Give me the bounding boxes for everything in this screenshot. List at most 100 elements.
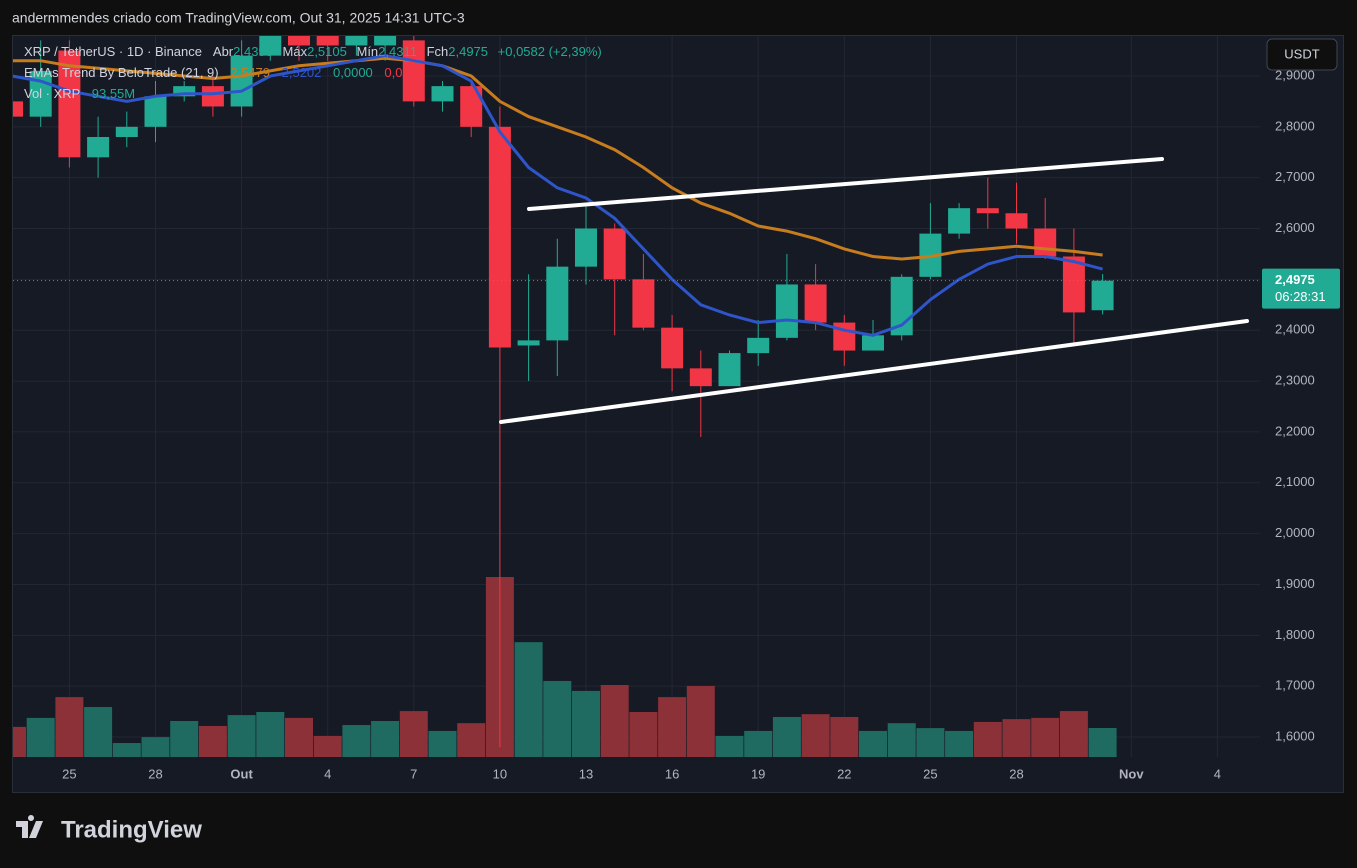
legend-indicator-value: 0,0000	[333, 65, 373, 80]
last-price-label: 2,4975	[1275, 272, 1315, 287]
volume-bar	[945, 730, 974, 757]
x-tick-label: Out	[230, 766, 253, 781]
candle-body	[575, 228, 597, 267]
y-tick-label: 1,6000	[1275, 728, 1315, 743]
volume-bar	[428, 730, 457, 757]
candle-body	[1034, 228, 1057, 257]
currency-button-box[interactable]	[1266, 38, 1338, 71]
candle-body	[661, 327, 684, 369]
candle-body	[517, 340, 540, 346]
volume-bar	[772, 716, 801, 757]
x-tick-label: 28	[148, 766, 162, 781]
y-tick-label: 1,8000	[1275, 627, 1315, 642]
volume-bar	[514, 642, 543, 757]
volume-bar	[371, 721, 400, 757]
volume-bar	[543, 680, 572, 757]
volume-bar	[744, 730, 773, 757]
volume-bar	[686, 685, 715, 757]
y-tick-label: 2,3000	[1275, 373, 1315, 388]
volume-bar	[801, 714, 830, 757]
x-tick-label: 19	[751, 766, 765, 781]
legend-change: +0,0582 (+2,39%)	[498, 44, 602, 59]
volume-bar	[112, 743, 141, 757]
candle-body	[488, 126, 511, 348]
chart-title: andermmendes criado com TradingView.com,…	[12, 10, 465, 26]
legend-open-label: Abr	[213, 44, 234, 59]
candle-body	[201, 86, 224, 107]
candle-body	[948, 208, 971, 234]
x-tick-label: 10	[493, 766, 507, 781]
candle-body	[718, 353, 741, 387]
volume-bar	[859, 730, 887, 757]
x-tick-label: 4	[324, 766, 331, 781]
volume-bar	[198, 725, 227, 757]
volume-bar	[399, 711, 428, 757]
candle-body	[632, 279, 655, 328]
x-tick-label: 13	[579, 766, 593, 781]
volume-bar	[973, 721, 1002, 757]
volume-bar	[887, 723, 916, 757]
volume-bar	[1059, 711, 1088, 757]
candle-body	[259, 36, 282, 56]
axes: 2,90002,80002,70002,60002,50002,40002,30…	[62, 67, 1340, 781]
y-tick-label: 2,8000	[1275, 118, 1315, 133]
brand-name: TradingView	[61, 816, 202, 843]
brand-logo	[16, 815, 43, 838]
indicator-line	[13, 56, 1103, 261]
candle-layer	[13, 36, 1114, 748]
volume-bar	[572, 690, 600, 757]
candle-body	[775, 284, 798, 338]
y-tick-label: 1,9000	[1275, 576, 1315, 591]
candle-body	[173, 86, 196, 97]
x-tick-label: 28	[1009, 766, 1023, 781]
volume-bar	[170, 721, 199, 757]
volume-layer	[13, 577, 1117, 757]
x-tick-label: 16	[665, 766, 679, 781]
volume-bar	[313, 735, 342, 757]
y-tick-label: 2,0000	[1275, 525, 1315, 540]
legend-indicator-value: 2,5202	[282, 65, 322, 80]
legend-symbol: XRP / TetherUS · 1D · Binance	[24, 44, 202, 59]
legend-low: 2,4311	[378, 44, 417, 59]
candle-body	[13, 101, 23, 117]
legend-high: 2,5105	[307, 44, 347, 59]
y-tick-label: 2,4000	[1275, 322, 1315, 337]
x-tick-label: 25	[923, 766, 937, 781]
candle-body	[804, 284, 827, 323]
volume-bar	[457, 723, 486, 757]
volume-bar	[141, 737, 170, 757]
volume-bar	[26, 717, 55, 757]
volume-bar	[715, 735, 744, 757]
trend-line	[527, 157, 1164, 211]
currency-button[interactable]: USDT	[1266, 38, 1338, 71]
candle-body	[345, 36, 368, 46]
legend-indicator: EMAs Trend By BeloTrade (21, 9)	[24, 65, 219, 80]
last-price-box	[1262, 268, 1340, 309]
legend: XRP / TetherUS · 1D · Binance Abr2,4393 …	[24, 44, 602, 101]
currency-button-text[interactable]: USDT	[1284, 46, 1319, 61]
volume-bar	[227, 715, 256, 757]
legend-indicator-row: EMAs Trend By BeloTrade (21, 9) 2,5479 2…	[24, 65, 424, 80]
volume-bar	[1002, 719, 1031, 757]
legend-close: 2,4975	[448, 44, 488, 59]
drawings	[499, 157, 1249, 424]
candle-body	[1091, 280, 1114, 311]
x-tick-label: 25	[62, 766, 76, 781]
volume-bar	[285, 717, 313, 757]
candle-body	[230, 55, 253, 107]
candle-body	[603, 228, 626, 280]
volume-bar	[13, 726, 26, 757]
x-tick-label: Nov	[1119, 766, 1144, 781]
volume-bar	[84, 707, 113, 757]
candle-body	[316, 36, 339, 46]
legend-high-label: Máx	[283, 44, 308, 59]
candle-body	[374, 36, 397, 46]
legend-symbol-row: XRP / TetherUS · 1D · Binance Abr2,4393 …	[24, 44, 602, 59]
volume-bar	[342, 725, 371, 757]
legend-volume-name: Vol · XRP	[24, 86, 80, 101]
brand: TradingView	[16, 815, 202, 843]
x-tick-label: 22	[837, 766, 851, 781]
y-tick-label: 2,7000	[1275, 169, 1315, 184]
chart-panel	[12, 35, 1344, 793]
